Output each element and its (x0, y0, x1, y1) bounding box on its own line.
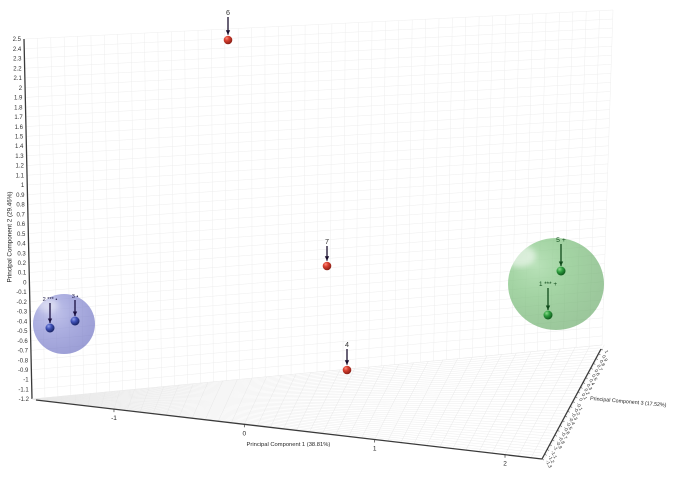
svg-text:1.5: 1.5 (15, 135, 24, 141)
svg-text:4: 4 (345, 340, 349, 349)
svg-text:-0.5: -0.5 (17, 329, 28, 335)
svg-text:2: 2 (503, 461, 507, 468)
svg-text:-0.3: -0.3 (17, 310, 28, 316)
svg-text:5 +: 5 + (556, 237, 566, 244)
svg-text:-0.9: -0.9 (18, 368, 29, 374)
svg-text:2.5: 2.5 (13, 37, 22, 43)
svg-text:0.2: 0.2 (18, 261, 27, 267)
svg-text:0.4: 0.4 (17, 242, 26, 248)
svg-text:0.7: 0.7 (17, 212, 26, 218)
svg-text:1: 1 (373, 445, 377, 452)
svg-text:Principal Component 1 (38.81%): Principal Component 1 (38.81%) (247, 442, 331, 448)
svg-text:0: 0 (243, 430, 247, 437)
svg-text:1.4: 1.4 (15, 144, 24, 150)
svg-text:-0.6: -0.6 (17, 339, 28, 345)
svg-text:2.3: 2.3 (13, 57, 22, 63)
svg-text:-0.8: -0.8 (18, 358, 29, 364)
svg-text:1.7: 1.7 (14, 115, 23, 121)
svg-text:0.9: 0.9 (16, 193, 25, 199)
svg-text:2 *** •: 2 *** • (43, 297, 58, 303)
svg-text:1.2: 1.2 (15, 164, 24, 170)
svg-text:-1: -1 (23, 378, 29, 384)
svg-text:0.3: 0.3 (17, 251, 26, 257)
svg-text:1.1: 1.1 (16, 173, 25, 179)
svg-text:1.8: 1.8 (14, 105, 23, 111)
svg-text:1: 1 (21, 183, 25, 189)
svg-text:Principal Component 2 (29.46%): Principal Component 2 (29.46%) (6, 191, 13, 282)
svg-text:1 *** +: 1 *** + (539, 281, 557, 288)
svg-text:1.3: 1.3 (15, 154, 24, 160)
svg-text:0.1: 0.1 (18, 271, 27, 277)
svg-text:1.6: 1.6 (15, 125, 24, 131)
svg-text:0.6: 0.6 (17, 222, 26, 228)
svg-text:-0.1: -0.1 (16, 290, 27, 296)
svg-text:Principal Component 3 (17.52%): Principal Component 3 (17.52%) (590, 396, 667, 409)
svg-text:0: 0 (23, 280, 27, 286)
svg-text:-0.2: -0.2 (16, 300, 27, 306)
svg-text:-0.4: -0.4 (17, 319, 28, 325)
svg-text:7: 7 (325, 237, 329, 246)
svg-text:-1.2: -1.2 (19, 397, 30, 403)
svg-text:0.8: 0.8 (16, 203, 25, 209)
svg-text:6: 6 (226, 8, 230, 17)
svg-text:1.9: 1.9 (14, 96, 23, 102)
svg-text:2: 2 (19, 86, 23, 92)
svg-text:-1.1: -1.1 (18, 387, 29, 393)
svg-text:2.1: 2.1 (14, 76, 23, 82)
svg-text:-0.7: -0.7 (18, 349, 29, 355)
svg-text:2.4: 2.4 (13, 47, 22, 53)
svg-text:0.5: 0.5 (17, 232, 26, 238)
svg-text:2.2: 2.2 (13, 66, 22, 72)
svg-text:-1: -1 (111, 415, 117, 422)
svg-text:3 •: 3 • (72, 294, 79, 300)
